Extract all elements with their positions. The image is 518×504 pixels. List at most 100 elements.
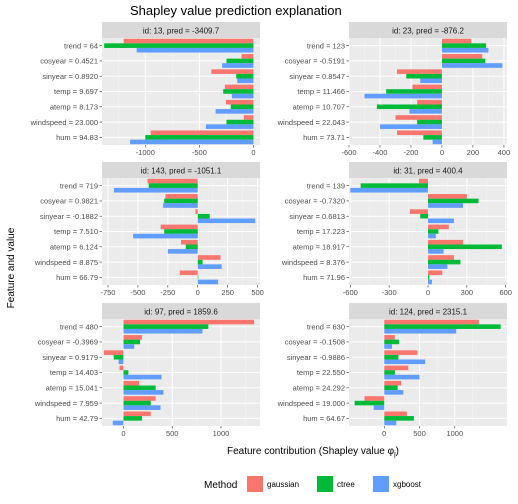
bar-ctree (384, 385, 398, 391)
y-tick-label: hum = 94.83 (56, 133, 98, 142)
y-tick-label: atemp = 6.124 (50, 242, 98, 251)
bar-gaussian (384, 350, 418, 355)
legend: Method gaussian ctree xgboost (204, 476, 422, 492)
bar-xgboost (409, 109, 442, 114)
y-tick-label: atemp = 24.292 (293, 383, 345, 392)
bar-gaussian (428, 255, 454, 260)
bar-gaussian (384, 365, 409, 371)
x-tick-label: 0 (440, 148, 444, 157)
strip-label: id: 143, pred = -1051.1 (141, 167, 222, 176)
bar-ctree (354, 400, 385, 406)
bar-ctree (223, 89, 254, 94)
bar-xgboost (441, 47, 489, 53)
bar-xgboost (384, 328, 457, 334)
x-tick-label: 0 (251, 148, 255, 157)
bar-gaussian (243, 115, 254, 120)
legend-swatch (247, 476, 263, 492)
y-tick-label: sinyear = -0.1882 (40, 212, 98, 221)
strip-background (349, 162, 507, 178)
bar-ctree (226, 119, 254, 125)
bar-ctree (197, 259, 203, 265)
bar-gaussian (384, 380, 402, 386)
x-tick-label: -500 (192, 148, 207, 157)
bar-xgboost (384, 420, 397, 426)
y-tick-label: trend = 630 (307, 322, 345, 331)
bar-xgboost (441, 63, 503, 68)
y-tick-label: trend = 480 (60, 322, 98, 331)
bar-xgboost (197, 218, 256, 224)
y-tick-label: hum = 42.79 (56, 414, 98, 423)
bar-xgboost (197, 264, 222, 269)
y-tick-label: temp = 7.510 (54, 227, 98, 236)
bar-ctree (123, 324, 209, 329)
x-tick-label: -600 (341, 148, 356, 157)
bar-xgboost (384, 374, 420, 380)
bar-gaussian (160, 224, 198, 230)
bar-ctree (406, 73, 442, 79)
strip-label: id: 124, pred = 2315.1 (389, 308, 468, 317)
y-tick-label: atemp = 18.917 (293, 242, 345, 251)
facet-panel: id: 23, pred = -876.2 trend = 123 cosyear … (277, 22, 510, 157)
y-tick-label: hum = 66.79 (56, 273, 98, 282)
bar-xgboost (123, 344, 135, 349)
bar-gaussian (409, 209, 428, 214)
bar-xgboost (428, 264, 448, 269)
bar-gaussian (225, 99, 254, 105)
bar-ctree (428, 259, 461, 265)
bar-gaussian (195, 209, 198, 214)
bar-ctree (376, 104, 442, 110)
bar-ctree (384, 324, 501, 329)
x-tick-label: -200 (403, 148, 418, 157)
bar-gaussian (147, 178, 198, 184)
bar-xgboost (350, 187, 428, 193)
bar-ctree (104, 43, 254, 48)
bar-xgboost (428, 233, 436, 239)
y-tick-label: sinyear = 0.9179 (42, 353, 98, 362)
strip-label: id: 31, pred = 400.4 (393, 167, 463, 176)
x-tick-label: -500 (130, 288, 145, 297)
y-tick-label: cosyear = 0.9821 (40, 197, 98, 206)
bar-ctree (423, 135, 442, 140)
y-tick-label: trend = 123 (307, 41, 345, 50)
bar-ctree (420, 213, 428, 219)
bar-gaussian (123, 335, 142, 340)
legend-label: ctree (337, 480, 355, 489)
strip-background (102, 22, 260, 38)
bar-ctree (164, 198, 198, 204)
bar-ctree (123, 400, 151, 406)
bar-ctree (360, 183, 428, 188)
x-tick-label: -750 (100, 288, 115, 297)
y-tick-label: trend = 139 (307, 181, 345, 190)
bar-ctree (386, 89, 442, 94)
bar-xgboost (123, 405, 161, 410)
bar-ctree (384, 339, 400, 345)
y-tick-label: trend = 719 (60, 181, 98, 190)
bar-ctree (113, 354, 124, 360)
bar-gaussian (428, 194, 467, 199)
bar-ctree (428, 198, 479, 204)
x-tick-label: -250 (160, 288, 175, 297)
x-tick-label: -300 (382, 288, 397, 297)
bar-gaussian (417, 99, 442, 105)
y-tick-label: temp = 11.466 (297, 87, 345, 96)
y-tick-label: temp = 14.403 (50, 368, 98, 377)
legend-item-xgboost: xgboost (373, 476, 422, 492)
bar-gaussian (364, 396, 385, 401)
y-tick-label: temp = 22.550 (297, 368, 345, 377)
legend-label: gaussian (267, 480, 299, 489)
bar-gaussian (165, 194, 198, 199)
y-tick-label: atemp = 10.707 (293, 102, 345, 111)
y-tick-label: hum = 71.96 (303, 273, 345, 282)
y-axis-title: Feature and value (6, 227, 17, 308)
bar-gaussian (119, 365, 124, 371)
bar-gaussian (397, 130, 442, 136)
bar-xgboost (237, 78, 254, 84)
bar-gaussian (428, 224, 449, 230)
figure-title: Shapley value prediction explanation (130, 3, 342, 18)
bar-ctree (123, 370, 129, 375)
x-tick-label: 200 (467, 148, 480, 157)
y-tick-label: atemp = 8.173 (50, 102, 98, 111)
y-tick-label: sinyear = 0.8547 (289, 72, 345, 81)
x-tick-label: -600 (343, 288, 358, 297)
x-tick-label: 500 (251, 288, 264, 297)
